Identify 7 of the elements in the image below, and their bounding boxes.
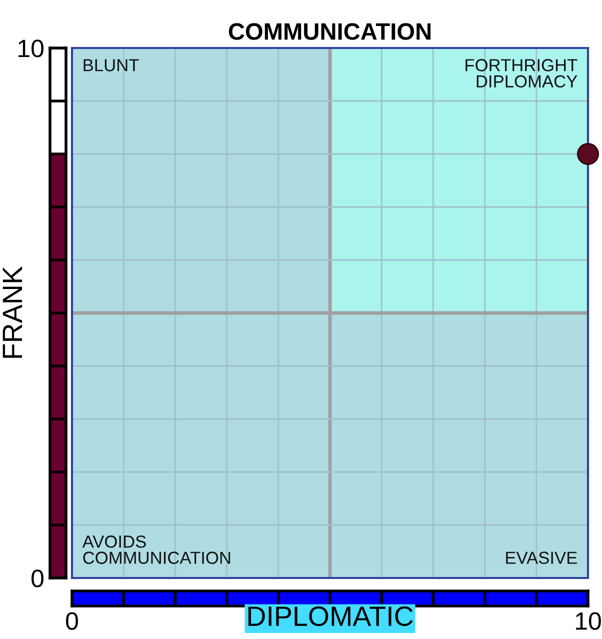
- annotation: FORTHRIGHT DIPLOMACY: [466, 59, 578, 88]
- chart-title: COMMUNICATION: [228, 23, 430, 40]
- annotation: EVASIVE: [506, 552, 577, 564]
- annotation: AVOIDS COMMUNICATION: [82, 535, 230, 564]
- y-axis-title: FRANK: [2, 266, 22, 358]
- annotation: BLUNT: [84, 59, 139, 72]
- x-axis-title: DIPLOMATIC: [248, 606, 413, 626]
